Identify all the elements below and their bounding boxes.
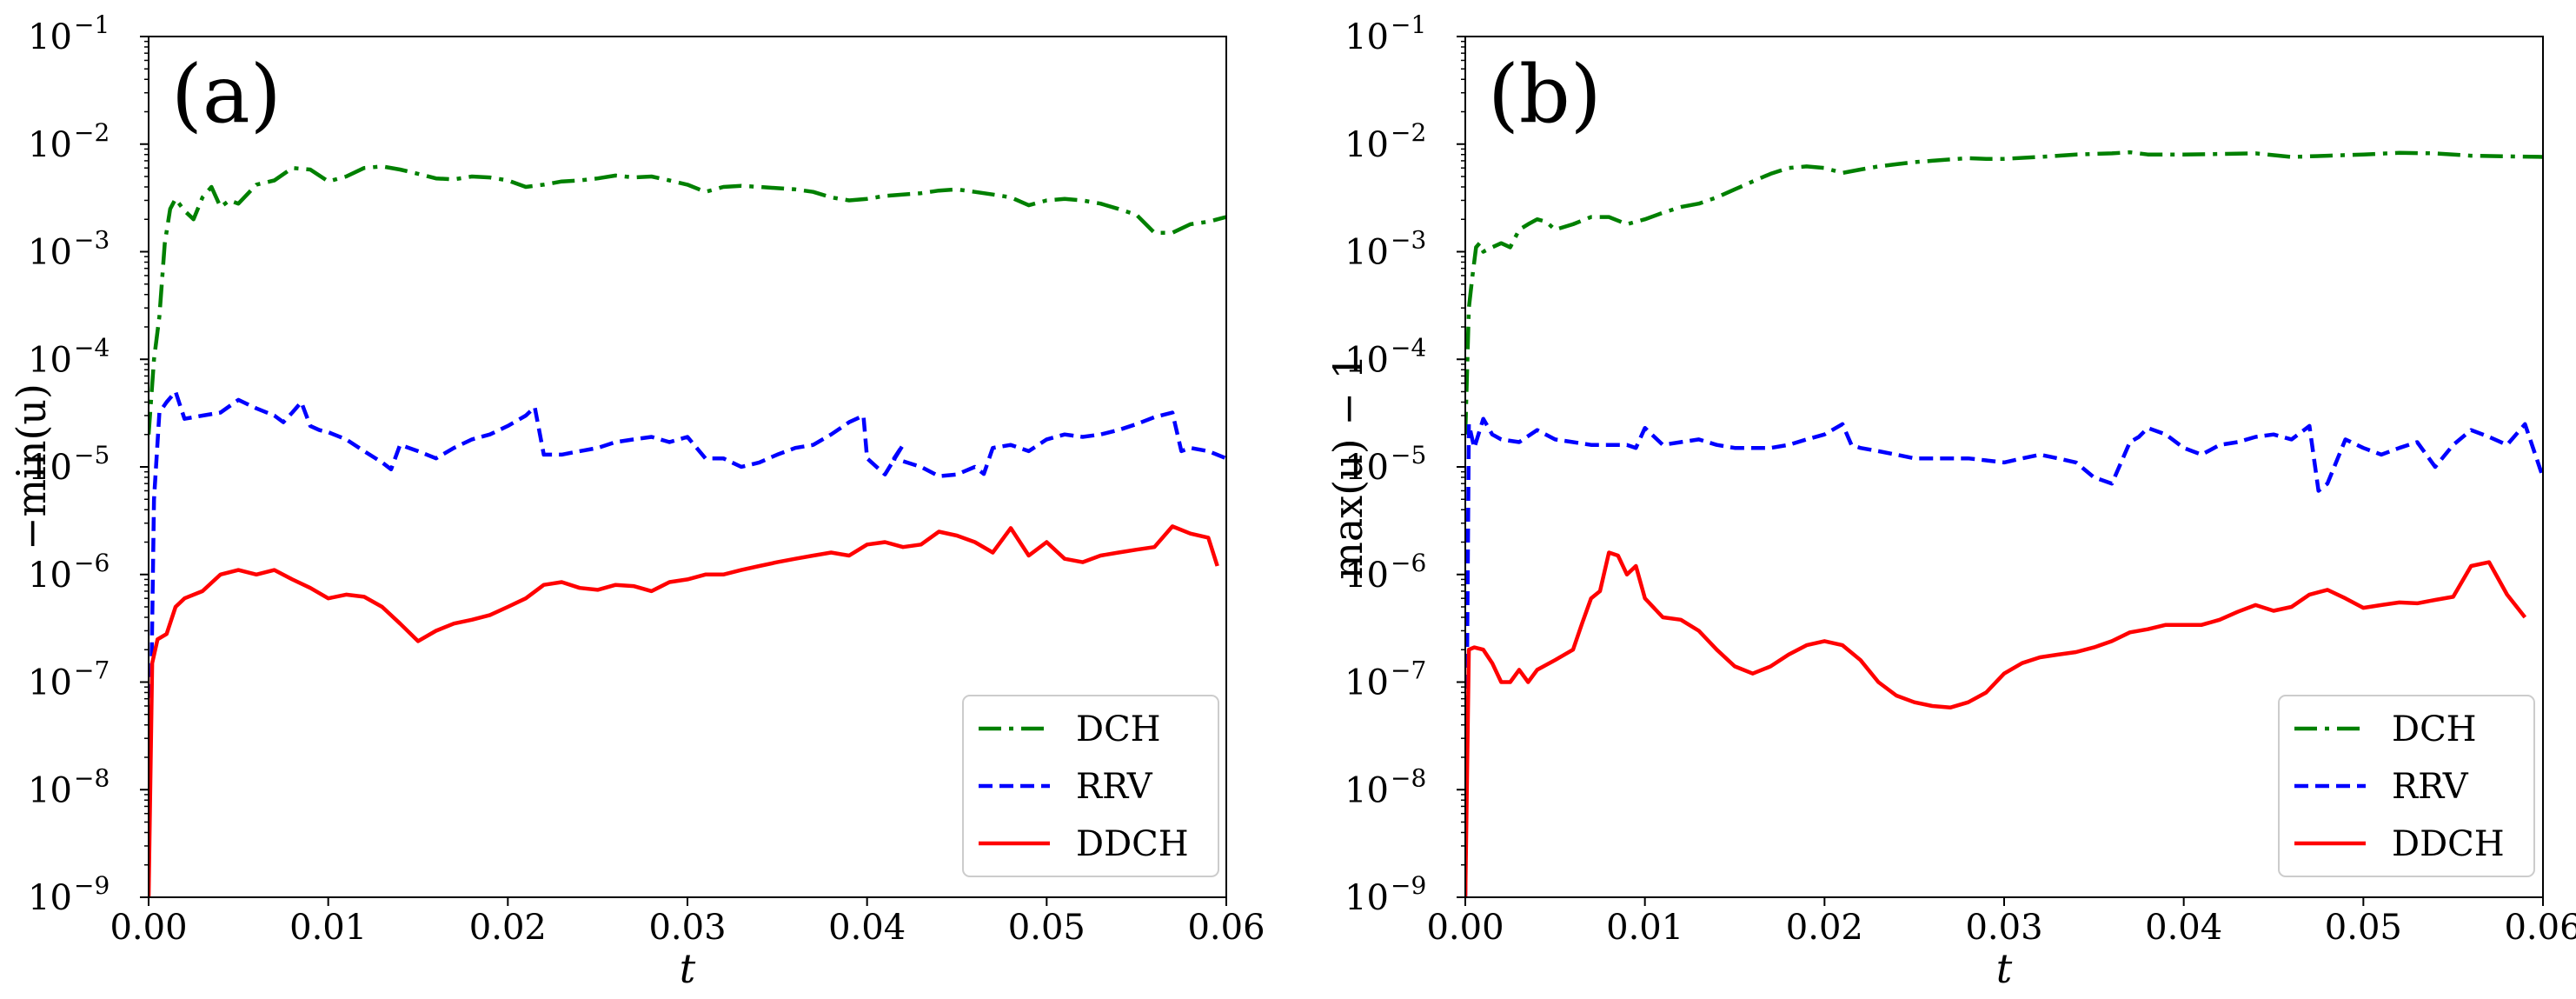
y-tick-base: 10 (28, 770, 72, 810)
y-tick-base: 10 (1344, 556, 1389, 596)
y-tick-base: 10 (28, 233, 72, 273)
y-tick-exponent: −9 (1391, 871, 1426, 900)
y-tick-base: 10 (28, 663, 72, 703)
y-tick-base: 10 (1344, 17, 1389, 57)
y-tick-label: 10 (1344, 233, 1389, 273)
y-tick-label: 10 (1344, 878, 1389, 918)
y-tick-base: 10 (1344, 233, 1389, 273)
legend-label-rrv: RRV (2392, 767, 2469, 807)
y-tick-label: 10 (1344, 663, 1389, 703)
panel-b: 0.00 0.01 0.02 0.03 0.04 0.05 0.0610−910−810−7… (1325, 10, 2576, 992)
series-line-ddch (149, 524, 1219, 897)
legend-label-ddch: DDCH (2392, 824, 2505, 864)
series-line-rrv (149, 390, 1226, 865)
x-tick-label: 0.05 (2325, 908, 2402, 948)
y-tick-label: 10 (28, 770, 72, 810)
y-tick-label: 10 (28, 17, 72, 57)
y-tick-base: 10 (28, 878, 72, 918)
x-axis-label: t (1996, 945, 2013, 992)
x-tick-label: 0.02 (1786, 908, 1863, 948)
y-tick-exponent: −8 (1391, 763, 1426, 792)
series-line-ddch (1465, 550, 2527, 897)
y-tick-base: 10 (1344, 125, 1389, 165)
y-tick-base: 10 (1344, 770, 1389, 810)
series-group (1465, 150, 2543, 897)
y-tick-exponent: −1 (74, 10, 110, 39)
legend-box (962, 695, 1219, 877)
y-tick-base: 10 (1344, 340, 1389, 380)
series-line-dch (1465, 150, 2543, 435)
series-line-rrv (1465, 416, 2543, 897)
y-tick-exponent: −7 (1391, 656, 1426, 685)
y-tick-label: 10 (28, 878, 72, 918)
x-tick-label: 0.04 (2145, 908, 2222, 948)
y-axis-label: max(u) − 1 (1325, 354, 1371, 580)
y-tick-exponent: −9 (74, 871, 110, 900)
y-tick-exponent: −6 (74, 549, 110, 577)
x-tick-label: 0.01 (289, 908, 367, 948)
x-tick-label: 0.05 (1008, 908, 1086, 948)
y-tick-label: 10 (1344, 556, 1389, 596)
y-tick-label: 10 (28, 340, 72, 380)
x-tick-label: 0.02 (469, 908, 547, 948)
x-tick-label: 0.04 (828, 908, 906, 948)
x-tick-label: 0.01 (1606, 908, 1683, 948)
y-tick-label: 10 (28, 663, 72, 703)
panel-label: (a) (171, 48, 282, 141)
y-tick-exponent: −3 (74, 226, 110, 255)
x-tick-label: 0.03 (648, 908, 726, 948)
x-axis-label: t (680, 945, 696, 992)
y-tick-label: 10 (28, 233, 72, 273)
y-tick-exponent: −8 (74, 763, 110, 792)
y-tick-base: 10 (28, 17, 72, 57)
y-tick-label: 10 (1344, 770, 1389, 810)
panel-a: 0.00 0.01 0.02 0.03 0.04 0.05 0.0610−910−810−7… (8, 10, 1265, 992)
y-tick-base: 10 (28, 125, 72, 165)
y-tick-base: 10 (1344, 448, 1389, 488)
legend-box (2278, 695, 2535, 877)
y-tick-base: 10 (28, 556, 72, 596)
y-tick-label: 10 (28, 448, 72, 488)
y-tick-label: 10 (28, 125, 72, 165)
y-tick-exponent: −4 (74, 333, 110, 362)
y-tick-exponent: −5 (74, 441, 110, 470)
x-tick-label: 0.00 (110, 908, 187, 948)
y-tick-exponent: −2 (1391, 118, 1426, 147)
y-tick-base: 10 (1344, 663, 1389, 703)
y-tick-exponent: −5 (1391, 441, 1426, 470)
y-tick-exponent: −6 (1391, 549, 1426, 577)
y-tick-exponent: −7 (74, 656, 110, 685)
x-tick-label: 0.06 (2504, 908, 2576, 948)
y-tick-base: 10 (28, 340, 72, 380)
legend-label-dch: DCH (1076, 709, 1161, 749)
legend: DCH RRV DDCH (2278, 695, 2535, 877)
y-tick-label: 10 (1344, 125, 1389, 165)
panel-label: (b) (1488, 48, 1602, 141)
y-tick-exponent: −4 (1391, 333, 1426, 362)
legend: DCH RRV DDCH (962, 695, 1219, 877)
series-line-dch (149, 164, 1226, 435)
y-tick-label: 10 (1344, 448, 1389, 488)
y-tick-label: 10 (1344, 17, 1389, 57)
y-tick-label: 10 (1344, 340, 1389, 380)
series-group (149, 164, 1226, 897)
y-tick-label: 10 (28, 556, 72, 596)
legend-label-dch: DCH (2392, 709, 2477, 749)
y-tick-exponent: −3 (1391, 226, 1426, 255)
legend-label-ddch: DDCH (1076, 824, 1189, 864)
x-tick-label: 0.03 (1965, 908, 2042, 948)
y-tick-base: 10 (1344, 878, 1389, 918)
y-tick-exponent: −2 (74, 118, 110, 147)
legend-label-rrv: RRV (1076, 767, 1153, 807)
y-axis-label: −min(u) (8, 383, 55, 550)
y-tick-exponent: −1 (1391, 10, 1426, 39)
x-tick-label: 0.06 (1187, 908, 1265, 948)
x-tick-label: 0.00 (1426, 908, 1504, 948)
y-tick-base: 10 (28, 448, 72, 488)
